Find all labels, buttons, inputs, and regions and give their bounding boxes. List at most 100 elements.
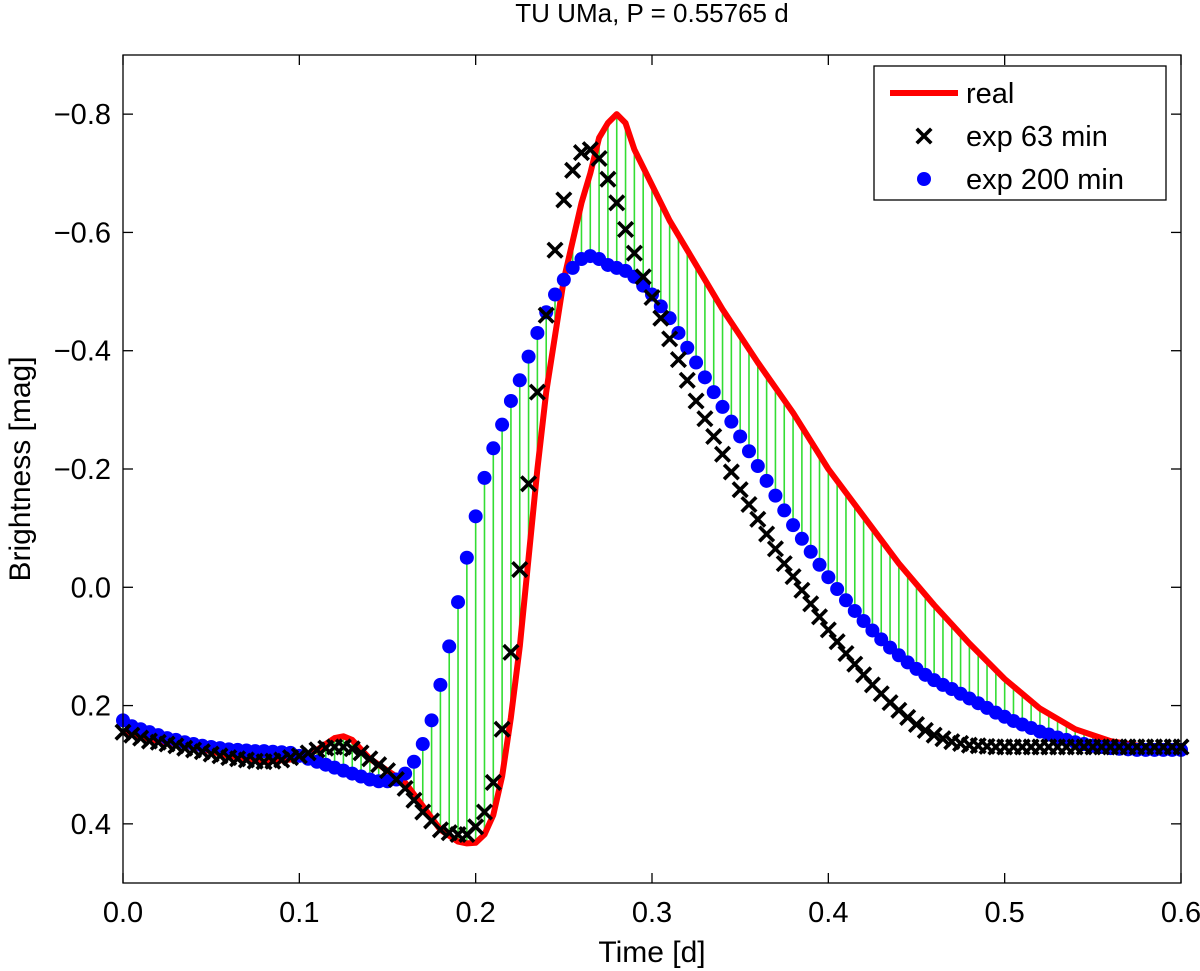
- point-exp200: [777, 503, 792, 518]
- plot-area: [114, 111, 1190, 847]
- point-exp63: [617, 220, 635, 239]
- x-tick-label: 0.3: [632, 897, 672, 929]
- legend-label: exp 200 min: [966, 164, 1124, 196]
- point-exp63: [802, 595, 820, 613]
- point-exp63: [925, 726, 943, 744]
- point-exp200: [874, 632, 889, 647]
- y-tick-label: −0.2: [54, 454, 111, 486]
- legend-label: real: [966, 78, 1014, 110]
- point-exp200: [865, 623, 880, 638]
- point-exp200: [486, 441, 501, 456]
- point-exp200: [433, 677, 448, 692]
- point-exp63: [784, 568, 802, 586]
- point-exp63: [766, 540, 784, 558]
- point-exp200: [565, 260, 580, 275]
- point-exp63: [696, 410, 714, 428]
- point-exp200: [521, 349, 536, 364]
- point-exp200: [812, 557, 827, 572]
- y-tick-label: −0.4: [54, 336, 111, 368]
- point-exp200: [733, 429, 748, 444]
- point-exp200: [556, 272, 571, 287]
- point-exp200: [468, 509, 483, 524]
- point-exp200: [451, 595, 466, 610]
- point-exp63: [555, 191, 573, 209]
- point-exp63: [643, 288, 661, 307]
- point-exp63: [705, 427, 723, 446]
- point-exp63: [511, 560, 529, 579]
- point-exp200: [741, 444, 756, 459]
- point-exp63: [352, 744, 370, 762]
- point-exp200: [398, 766, 413, 781]
- point-exp63: [590, 149, 608, 168]
- point-exp200: [442, 639, 457, 654]
- point-exp200: [495, 417, 510, 432]
- chart-title: TU UMa, P = 0.55765 d: [515, 0, 788, 28]
- y-tick-label: 0.4: [71, 809, 111, 841]
- point-exp200: [706, 385, 721, 400]
- point-exp63: [722, 463, 740, 481]
- point-exp200: [847, 603, 862, 618]
- point-exp63: [475, 803, 494, 821]
- point-exp63: [528, 383, 546, 401]
- point-exp63: [493, 720, 511, 738]
- y-axis-label: Brightness [mag]: [4, 356, 37, 581]
- point-exp200: [689, 355, 704, 370]
- point-exp63: [907, 715, 926, 734]
- x-tick-label: 0.2: [456, 897, 496, 929]
- point-exp200: [821, 570, 836, 585]
- x-tick-label: 0.1: [279, 897, 319, 929]
- x-tick-label: 0.0: [103, 897, 143, 929]
- point-exp63: [749, 510, 767, 528]
- point-exp63: [370, 756, 388, 774]
- point-exp63: [537, 306, 555, 324]
- point-exp63: [634, 268, 652, 286]
- point-exp63: [731, 481, 749, 499]
- legend: real exp 63 min exp 200 min: [873, 65, 1167, 201]
- point-exp63: [546, 241, 564, 259]
- point-exp63: [713, 445, 732, 463]
- point-exp63: [564, 161, 582, 179]
- point-exp200: [415, 737, 430, 752]
- y-tick-label: 0.0: [71, 572, 111, 604]
- x-tick-label: 0.5: [985, 897, 1025, 929]
- point-exp63: [599, 170, 617, 188]
- legend-exp200-swatch: [917, 172, 931, 186]
- point-exp200: [512, 373, 527, 388]
- point-exp63: [608, 194, 626, 212]
- point-exp200: [530, 325, 545, 340]
- legend-label: exp 63 min: [966, 121, 1108, 153]
- point-exp63: [775, 555, 793, 573]
- point-exp63: [661, 330, 679, 348]
- point-exp63: [405, 791, 423, 809]
- y-tick-label: 0.2: [71, 691, 111, 723]
- point-exp200: [459, 550, 474, 565]
- point-exp63: [740, 495, 758, 514]
- point-exp200: [856, 613, 871, 628]
- point-exp200: [768, 488, 783, 503]
- point-exp200: [715, 399, 730, 414]
- point-exp63: [343, 740, 361, 758]
- point-exp200: [424, 713, 439, 728]
- point-exp63: [502, 643, 520, 661]
- point-exp63: [361, 750, 379, 768]
- point-exp200: [645, 287, 659, 302]
- x-axis-label: Time [d]: [598, 936, 705, 969]
- x-tick-label: 0.6: [1161, 897, 1200, 929]
- point-exp63: [484, 773, 502, 792]
- point-exp63: [687, 392, 705, 410]
- point-exp200: [406, 754, 421, 769]
- point-exp200: [477, 470, 492, 485]
- legend-exp63-swatch: [915, 127, 933, 145]
- axis-ticks: 0.0 0.1 0.2 0.3 0.4 0.5 0.6 −0.8 −0.6 −0.4 −0.2 0.0…: [54, 55, 1200, 929]
- point-exp200: [724, 414, 739, 429]
- point-exp200: [759, 473, 774, 488]
- point-exp63: [652, 309, 670, 327]
- point-exp200: [680, 340, 695, 355]
- point-exp63: [467, 818, 485, 836]
- point-exp63: [810, 608, 829, 626]
- point-exp200: [794, 531, 809, 546]
- point-exp200: [548, 287, 563, 302]
- point-exp63: [793, 581, 811, 599]
- point-exp63: [520, 475, 538, 493]
- point-exp63: [678, 371, 696, 389]
